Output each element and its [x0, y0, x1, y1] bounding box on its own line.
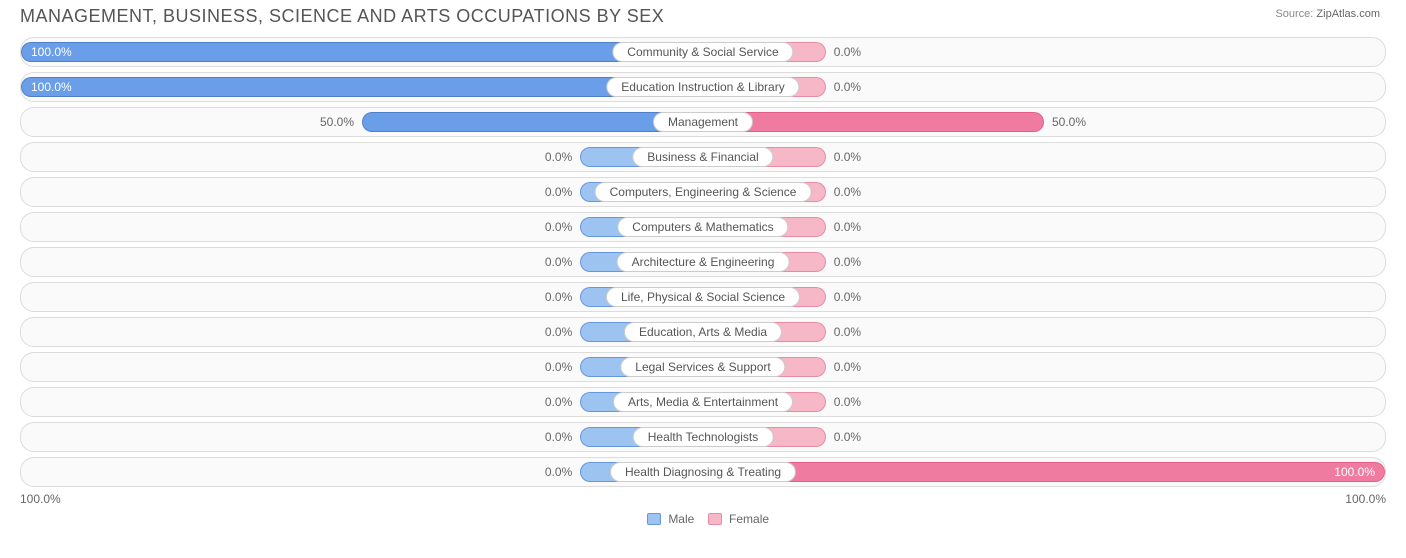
value-label-female: 0.0%	[834, 38, 861, 66]
chart-container: MANAGEMENT, BUSINESS, SCIENCE AND ARTS O…	[20, 0, 1386, 558]
value-label-male: 0.0%	[545, 248, 572, 276]
category-label: Arts, Media & Entertainment	[613, 392, 793, 412]
category-label: Computers & Mathematics	[617, 217, 788, 237]
value-label-male: 0.0%	[545, 388, 572, 416]
legend-swatch-female	[708, 513, 722, 525]
value-label-male: 50.0%	[320, 108, 354, 136]
value-label-male: 0.0%	[545, 143, 572, 171]
chart-row: 0.0% 100.0% Health Diagnosing & Treating	[20, 457, 1386, 487]
source-name: ZipAtlas.com	[1316, 8, 1380, 20]
value-label-female: 100.0%	[1334, 458, 1375, 486]
plot-area: 100.0%0.0%Community & Social Service100.…	[20, 37, 1386, 487]
chart-row: 0.0% 0.0% Business & Financial	[20, 142, 1386, 172]
chart-row: 100.0% 0.0% Community & Social Service	[20, 37, 1386, 67]
category-label: Health Diagnosing & Treating	[610, 462, 796, 482]
bar-female	[703, 112, 1044, 132]
value-label-male: 100.0%	[31, 73, 72, 101]
value-label-female: 0.0%	[834, 423, 861, 451]
legend-swatch-male	[647, 513, 661, 525]
x-axis: 100.0% 100.0%	[20, 492, 1386, 510]
value-label-male: 100.0%	[31, 38, 72, 66]
category-label: Computers, Engineering & Science	[595, 182, 812, 202]
chart-row: 0.0% 0.0% Computers, Engineering & Science	[20, 177, 1386, 207]
bar-male	[21, 42, 703, 62]
value-label-female: 0.0%	[834, 213, 861, 241]
value-label-male: 0.0%	[545, 178, 572, 206]
category-label: Education, Arts & Media	[624, 322, 782, 342]
category-label: Community & Social Service	[612, 42, 793, 62]
value-label-female: 0.0%	[834, 283, 861, 311]
category-label: Education Instruction & Library	[606, 77, 799, 97]
source-attribution: Source: ZipAtlas.com	[1275, 8, 1380, 20]
value-label-female: 0.0%	[834, 178, 861, 206]
category-label: Life, Physical & Social Science	[606, 287, 800, 307]
value-label-female: 0.0%	[834, 143, 861, 171]
value-label-female: 0.0%	[834, 388, 861, 416]
value-label-female: 0.0%	[834, 353, 861, 381]
category-label: Architecture & Engineering	[617, 252, 790, 272]
category-label: Legal Services & Support	[620, 357, 785, 377]
value-label-male: 0.0%	[545, 318, 572, 346]
value-label-male: 0.0%	[545, 458, 572, 486]
chart-row: 0.0% 0.0% Health Technologists	[20, 422, 1386, 452]
value-label-female: 0.0%	[834, 73, 861, 101]
bar-female	[703, 462, 1385, 482]
bar-male	[362, 112, 703, 132]
chart-row: 0.0% 0.0% Architecture & Engineering	[20, 247, 1386, 277]
chart-row: 0.0% 0.0% Arts, Media & Entertainment	[20, 387, 1386, 417]
chart-row: 100.0% 0.0% Education Instruction & Librar…	[20, 72, 1386, 102]
source-prefix: Source:	[1275, 8, 1313, 20]
chart-row: 0.0% 0.0% Life, Physical & Social Science	[20, 282, 1386, 312]
category-label: Business & Financial	[632, 147, 773, 167]
value-label-male: 0.0%	[545, 213, 572, 241]
axis-label-left: 100.0%	[20, 492, 61, 506]
category-label: Health Technologists	[633, 427, 774, 447]
chart-row: 0.0% 0.0% Education, Arts & Media	[20, 317, 1386, 347]
chart-row: 0.0% 0.0% Computers & Mathematics	[20, 212, 1386, 242]
value-label-female: 0.0%	[834, 248, 861, 276]
legend: Male Female	[20, 512, 1386, 526]
bar-male	[21, 77, 703, 97]
chart-row: 0.0% 0.0% Legal Services & Support	[20, 352, 1386, 382]
value-label-male: 0.0%	[545, 423, 572, 451]
category-label: Management	[653, 112, 753, 132]
value-label-male: 0.0%	[545, 353, 572, 381]
chart-row: 50.0% 50.0% Management	[20, 107, 1386, 137]
legend-label-male: Male	[668, 512, 694, 526]
value-label-female: 50.0%	[1052, 108, 1086, 136]
value-label-female: 0.0%	[834, 318, 861, 346]
value-label-male: 0.0%	[545, 283, 572, 311]
axis-label-right: 100.0%	[1345, 492, 1386, 506]
chart-title: MANAGEMENT, BUSINESS, SCIENCE AND ARTS O…	[20, 0, 1386, 37]
legend-label-female: Female	[729, 512, 769, 526]
